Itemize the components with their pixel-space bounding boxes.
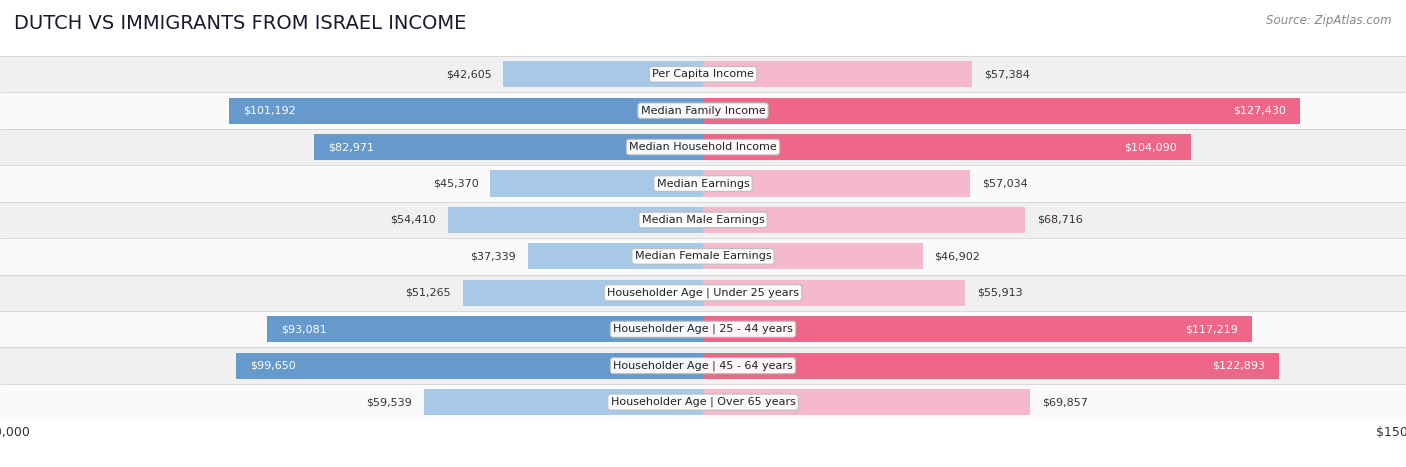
- Bar: [425, 389, 703, 415]
- Text: $42,605: $42,605: [446, 69, 492, 79]
- Text: Median Household Income: Median Household Income: [628, 142, 778, 152]
- Bar: [491, 170, 703, 197]
- Bar: [0, 129, 1406, 165]
- Text: Median Earnings: Median Earnings: [657, 178, 749, 189]
- Bar: [703, 243, 922, 269]
- Text: $117,219: $117,219: [1185, 324, 1239, 334]
- Text: Median Family Income: Median Family Income: [641, 106, 765, 116]
- Text: Householder Age | 45 - 64 years: Householder Age | 45 - 64 years: [613, 361, 793, 371]
- Text: $69,857: $69,857: [1042, 397, 1088, 407]
- Bar: [0, 311, 1406, 347]
- Bar: [703, 170, 970, 197]
- Text: $57,384: $57,384: [984, 69, 1029, 79]
- Bar: [267, 316, 703, 342]
- Text: $59,539: $59,539: [367, 397, 412, 407]
- Bar: [236, 353, 703, 379]
- Text: $45,370: $45,370: [433, 178, 478, 189]
- Text: $99,650: $99,650: [250, 361, 295, 371]
- Bar: [0, 92, 1406, 129]
- Bar: [0, 165, 1406, 202]
- Text: $127,430: $127,430: [1233, 106, 1286, 116]
- Text: Householder Age | 25 - 44 years: Householder Age | 25 - 44 years: [613, 324, 793, 334]
- Text: $104,090: $104,090: [1123, 142, 1177, 152]
- Bar: [0, 275, 1406, 311]
- Text: $101,192: $101,192: [243, 106, 295, 116]
- Bar: [0, 238, 1406, 275]
- Bar: [0, 56, 1406, 92]
- Bar: [529, 243, 703, 269]
- Bar: [703, 316, 1253, 342]
- Bar: [229, 98, 703, 124]
- Text: $68,716: $68,716: [1036, 215, 1083, 225]
- Bar: [449, 207, 703, 233]
- Bar: [703, 353, 1279, 379]
- Bar: [703, 207, 1025, 233]
- Text: $122,893: $122,893: [1212, 361, 1265, 371]
- Text: Per Capita Income: Per Capita Income: [652, 69, 754, 79]
- Bar: [314, 134, 703, 160]
- Bar: [703, 134, 1191, 160]
- Text: DUTCH VS IMMIGRANTS FROM ISRAEL INCOME: DUTCH VS IMMIGRANTS FROM ISRAEL INCOME: [14, 14, 467, 33]
- Bar: [0, 384, 1406, 420]
- Text: $82,971: $82,971: [328, 142, 374, 152]
- Bar: [503, 61, 703, 87]
- Text: Source: ZipAtlas.com: Source: ZipAtlas.com: [1267, 14, 1392, 27]
- Bar: [0, 202, 1406, 238]
- Bar: [0, 347, 1406, 384]
- Bar: [703, 61, 972, 87]
- Text: Median Female Earnings: Median Female Earnings: [634, 251, 772, 262]
- Text: $54,410: $54,410: [391, 215, 436, 225]
- Text: Householder Age | Under 25 years: Householder Age | Under 25 years: [607, 288, 799, 298]
- Text: $51,265: $51,265: [405, 288, 451, 298]
- Text: $46,902: $46,902: [935, 251, 980, 262]
- Bar: [463, 280, 703, 306]
- Bar: [703, 389, 1031, 415]
- Bar: [703, 98, 1301, 124]
- Text: $57,034: $57,034: [981, 178, 1028, 189]
- Text: $37,339: $37,339: [471, 251, 516, 262]
- Bar: [703, 280, 965, 306]
- Text: Householder Age | Over 65 years: Householder Age | Over 65 years: [610, 397, 796, 407]
- Text: $55,913: $55,913: [977, 288, 1022, 298]
- Text: Median Male Earnings: Median Male Earnings: [641, 215, 765, 225]
- Text: $93,081: $93,081: [281, 324, 326, 334]
